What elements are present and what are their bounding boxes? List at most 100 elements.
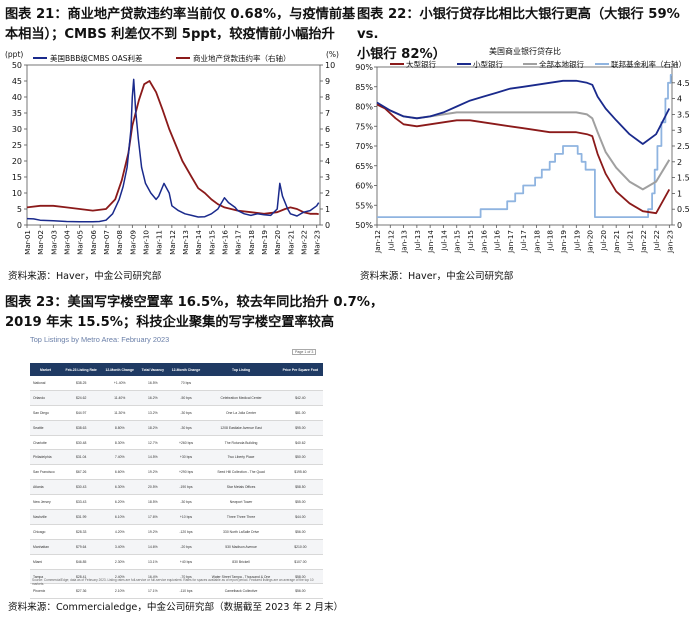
table-cell: 16.5%: [138, 376, 168, 391]
y-right-tick-label: 8: [325, 93, 330, 102]
fig22-source: 资料来源：Haver，中金公司研究部: [360, 271, 514, 282]
legend-label-2: 全部本地银行: [539, 59, 584, 69]
table-cell: -30 bps: [167, 494, 205, 511]
table-row: Philadelphia $31.04 7.40% 14.5% +30 bps Two L…: [30, 449, 323, 466]
table-cell: -30 bps: [167, 420, 205, 436]
table-cell: $40.62: [277, 435, 323, 451]
y-left-tick-label: 75%: [355, 122, 373, 131]
table-cell: +290 bps: [167, 464, 205, 481]
table-cell: 2.10%: [101, 583, 139, 600]
column-header: 12-Month Change: [167, 363, 205, 376]
x-tick-label: Mar-23: [313, 230, 322, 255]
table-cell: $50.00: [277, 449, 323, 466]
x-tick-label: Mar-10: [142, 230, 151, 255]
table-cell: -50 bps: [167, 390, 205, 406]
x-tick-label: Mar-09: [128, 230, 137, 255]
y-right-tick-label: 3.5: [677, 110, 690, 119]
table-cell: 13.1%: [138, 554, 168, 570]
x-tick-label: Jan-16: [479, 230, 488, 254]
listings-table-grid: Market Feb-23 Listing Rate 12-Month Change…: [30, 363, 323, 600]
table-row: Orlando $24.62 11.40% 16.2% -50 bps Celebrati…: [30, 390, 323, 406]
y-left-tick-label: 85%: [355, 83, 373, 92]
legend-label-3: 联邦基金利率（右轴）: [611, 59, 686, 69]
table-row: Atlanta $30.43 6.30% 20.5% -190 bps Star Meta…: [30, 479, 323, 496]
column-header: 12-Month Change: [101, 363, 139, 376]
table-cell: New Jersey: [30, 494, 62, 511]
table-row: Tampa $28.41 2.40% 16.4% -70 bps Water Street…: [30, 569, 323, 585]
table-cell: National: [30, 376, 62, 391]
y-left-tick-label: 55%: [355, 201, 373, 210]
column-header: Market: [30, 363, 62, 376]
x-tick-label: Jul-18: [546, 230, 555, 252]
x-tick-label: Jul-13: [413, 230, 422, 251]
y-right-tick-label: 0.5: [677, 205, 690, 214]
pager[interactable]: Page 1 of 3: [292, 349, 317, 355]
table-cell: One La Jolla Center: [204, 405, 278, 421]
table-cell: Phoenix: [30, 583, 62, 600]
x-tick-label: Mar-15: [207, 230, 216, 255]
x-tick-label: Jan-20: [586, 230, 595, 254]
series-line-cmbs-spread: [26, 78, 320, 223]
table-cell: 17.6%: [138, 509, 168, 525]
table-row: San Diego $44.97 11.30% 13.2% -30 bps One La …: [30, 405, 323, 421]
series-line-fed-funds: [377, 74, 672, 218]
table-cell: $67.26: [61, 464, 102, 481]
table-cell: -70 bps: [167, 569, 205, 585]
table-cell: $24.62: [61, 390, 102, 406]
x-tick-label: Mar-18: [247, 230, 256, 255]
x-tick-label: Jan-22: [639, 230, 648, 254]
table-cell: Seattle: [30, 420, 62, 436]
x-tick-label: Jul-15: [466, 230, 475, 251]
y-right-tick-label: 4.5: [677, 79, 690, 88]
x-tick-label: Jan-14: [426, 230, 435, 254]
y-right-tick-label: 9: [325, 77, 330, 86]
x-tick-label: Mar-17: [234, 230, 243, 255]
table-cell: $38.63: [61, 420, 102, 436]
y-left-tick-label: 5: [17, 205, 22, 214]
table-row: Charlotte $30.48 8.30% 12.7% +260 bps The Rot…: [30, 435, 323, 451]
x-tick-label: Mar-07: [102, 230, 111, 255]
table-title: Top Listings by Metro Area: February 202…: [30, 335, 170, 344]
table-cell: $81.00: [277, 405, 323, 421]
table-cell: Charlotte: [30, 435, 62, 451]
y-left-tick-label: 25: [12, 141, 22, 150]
table-cell: 17.1%: [138, 583, 168, 600]
column-header: Total Vacancy: [138, 363, 168, 376]
table-cell: $44.00: [277, 509, 323, 525]
x-tick-label: Jan-12: [373, 230, 382, 254]
table-cell: Philadelphia: [30, 449, 62, 466]
x-tick-label: Jul-20: [599, 230, 608, 252]
fig23-title: 图表 23：美国写字楼空置率 16.5%，较去年同比抬升 0.7%， 2019 …: [5, 295, 384, 330]
table-cell: $30.43: [61, 479, 102, 496]
table-cell: 8.30%: [101, 435, 139, 451]
table-cell: The Rotunda Building: [204, 435, 278, 451]
table-cell: $56.00: [277, 524, 323, 540]
y-left-tick-label: 30: [12, 125, 22, 134]
y-left-tick-label: 70%: [355, 142, 373, 151]
x-tick-label: Mar-02: [36, 230, 45, 255]
y-right-tick-label: 6: [325, 125, 330, 134]
y-left-unit: (ppt): [5, 50, 23, 59]
table-cell: Nashville: [30, 509, 62, 525]
table-cell: $195.60: [277, 464, 323, 481]
table-cell: 18.5%: [138, 494, 168, 511]
column-header: Feb-23 Listing Rate: [61, 363, 102, 376]
table-cell: 20.5%: [138, 479, 168, 496]
table-cell: Star Metals Offices: [204, 479, 278, 496]
table-cell: Atlanta: [30, 479, 62, 496]
fig21-chart: (ppt) (%)05101520253035404550012345678910…: [5, 50, 339, 255]
x-tick-label: Jul-21: [625, 230, 634, 251]
table-cell: $28.41: [61, 569, 102, 585]
chart-title: 美国商业银行贷存比: [489, 46, 561, 56]
table-cell: 2.30%: [101, 554, 139, 570]
table-cell: 12.7%: [138, 435, 168, 451]
plot-frame: [26, 64, 321, 226]
table-cell: -20 bps: [167, 539, 205, 555]
x-tick-label: Mar-22: [300, 230, 309, 255]
table-cell: $33.43: [61, 494, 102, 511]
table-cell: Two Liberty Place: [204, 449, 278, 466]
table-cell: Manhattan: [30, 539, 62, 555]
fig21-source: 资料来源：Haver，中金公司研究部: [8, 271, 162, 282]
y-right-tick-label: 10: [325, 61, 335, 70]
fig21-title: 图表 21：商业地产贷款违约率当前仅 0.68%，与疫情前基 本相当）；CMBS…: [5, 7, 356, 42]
